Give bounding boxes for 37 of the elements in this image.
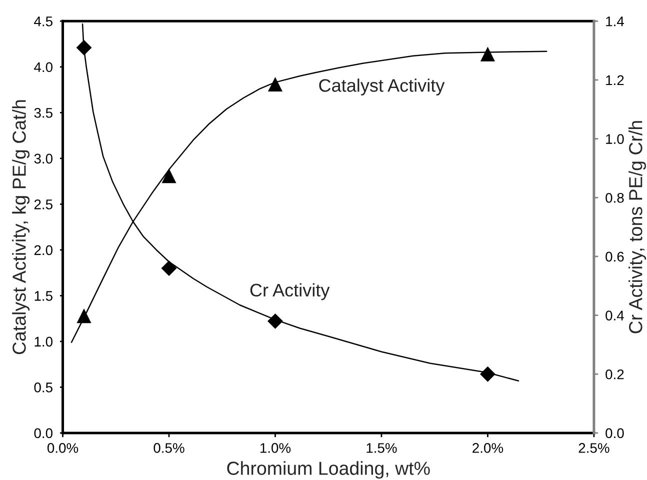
annotation: Catalyst Activity [319, 78, 445, 96]
y-tick-label: 3.0 [34, 154, 52, 164]
point [268, 76, 283, 92]
x-tick-label: 1.5% [366, 443, 397, 453]
point [76, 40, 92, 56]
y-tick-label: 1.5 [34, 291, 52, 301]
point [162, 168, 176, 184]
point [76, 308, 92, 324]
y2-tick-label: 1.2 [606, 75, 624, 85]
y-tick-label: 4.0 [34, 62, 52, 72]
x-axis-title: Chromium Loading, wt% [227, 461, 430, 479]
y2-axis-title: Cr Activity, tons PE/g Cr/h [628, 121, 646, 334]
x-tick-label: 0.5% [154, 443, 184, 453]
x-tick-label: 2.0% [472, 443, 504, 453]
point [480, 366, 496, 382]
y2-tick-label: 0.0 [606, 428, 624, 438]
y-tick-label: 2.5 [34, 199, 52, 210]
y2-tick-label: 1.0 [606, 134, 624, 144]
y-tick-label: 0.5 [34, 382, 52, 392]
point [161, 260, 177, 276]
y2-tick-label: 0.2 [606, 369, 624, 380]
y-tick-label: 1.0 [34, 336, 52, 347]
y-tick-label: 3.5 [34, 108, 52, 118]
x-tick-label: 1.0% [260, 443, 291, 453]
point [268, 313, 283, 329]
y-tick-label: 2.0 [34, 245, 52, 256]
y2-tick-label: 0.4 [606, 310, 624, 320]
annotation: Cr Activity [250, 283, 330, 300]
y2-tick-label: 0.8 [606, 192, 624, 203]
y-tick-label: 0.0 [34, 428, 52, 438]
y-tick-label: 4.5 [34, 16, 52, 26]
x-tick-label: 0.0% [47, 443, 78, 453]
y-axis-title: Catalyst Activity, kg PE/g Cat/h [12, 100, 30, 354]
point [480, 46, 495, 62]
y2-tick-label: 1.4 [606, 16, 624, 26]
y2-tick-label: 0.6 [606, 252, 624, 262]
x-tick-label: 2.5% [578, 443, 610, 453]
